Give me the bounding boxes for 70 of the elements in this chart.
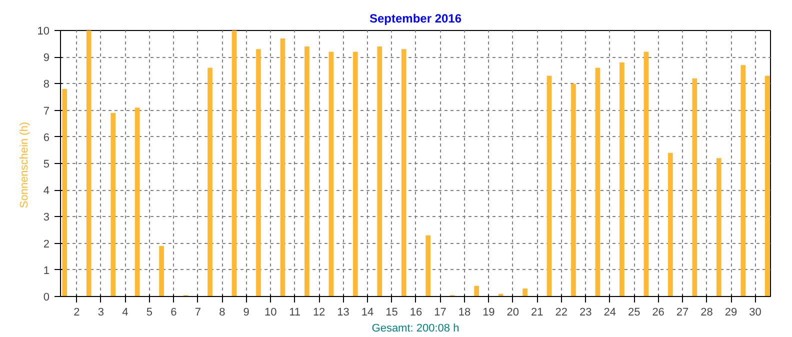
x-tick-label: 28 xyxy=(700,306,713,318)
bar xyxy=(571,84,576,296)
y-tick-label: 6 xyxy=(43,132,50,144)
x-tick-label: 30 xyxy=(749,306,762,318)
bar xyxy=(401,49,406,296)
x-tick-label: 5 xyxy=(146,306,152,318)
bar xyxy=(328,52,334,296)
bar xyxy=(62,89,68,296)
y-tick-label: 5 xyxy=(43,158,50,170)
y-tick-label: 2 xyxy=(43,238,50,250)
bar xyxy=(692,78,698,296)
x-tick-label: 27 xyxy=(676,306,689,318)
y-tick-label: 10 xyxy=(37,26,50,38)
y-axis-title: Sonnenschein (h) xyxy=(18,122,30,208)
x-tick-label: 14 xyxy=(361,306,374,318)
x-tick-label: 9 xyxy=(243,306,250,318)
x-tick-label: 22 xyxy=(555,306,568,318)
y-tick-label: 8 xyxy=(43,78,50,91)
bar xyxy=(522,288,528,296)
y-tick-label: 9 xyxy=(43,52,50,64)
x-tick-label: 23 xyxy=(579,306,592,318)
bar xyxy=(595,68,600,296)
x-tick-label: 19 xyxy=(482,306,495,318)
y-tick-label: 0 xyxy=(43,292,50,304)
bar xyxy=(426,235,431,296)
bar xyxy=(110,112,116,296)
x-tick-label: 6 xyxy=(170,306,177,318)
bar xyxy=(764,76,770,296)
x-tick-label: 10 xyxy=(264,306,277,318)
bar xyxy=(86,30,92,296)
x-tick-label: 25 xyxy=(628,306,640,318)
x-tick-label: 8 xyxy=(219,306,226,318)
bar xyxy=(644,52,649,296)
x-tick-label: 12 xyxy=(312,306,326,318)
x-tick-label: 18 xyxy=(458,306,471,318)
bar xyxy=(134,108,140,296)
x-tick-label: 15 xyxy=(386,306,398,318)
bar xyxy=(377,46,382,296)
x-tick-label: 21 xyxy=(531,306,544,318)
bar xyxy=(716,158,722,296)
x-tick-label: 24 xyxy=(604,306,616,318)
x-tick-label: 4 xyxy=(122,306,128,318)
bar xyxy=(256,49,261,296)
x-tick-label: 16 xyxy=(410,306,422,318)
y-tick-label: 1 xyxy=(43,264,50,277)
y-tick-label: 7 xyxy=(43,105,50,118)
x-tick-label: 2 xyxy=(74,306,80,318)
x-tick-label: 29 xyxy=(724,306,738,318)
bar xyxy=(232,30,237,296)
x-tick-label: 17 xyxy=(434,306,446,318)
bar xyxy=(546,76,552,296)
bar xyxy=(352,52,358,296)
x-tick-label: 26 xyxy=(652,306,664,318)
x-tick-label: 11 xyxy=(289,306,301,318)
x-tick-label: 3 xyxy=(98,306,104,318)
bar xyxy=(474,286,479,296)
bar xyxy=(668,152,673,296)
chart-title: September 2016 xyxy=(369,12,462,26)
bar xyxy=(740,65,746,296)
y-tick-label: 3 xyxy=(43,212,50,224)
bar xyxy=(280,38,286,296)
x-tick-label: 13 xyxy=(337,306,350,318)
bar xyxy=(208,68,212,296)
bar xyxy=(159,246,164,296)
y-tick-label: 4 xyxy=(43,185,50,198)
bar xyxy=(620,62,624,296)
x-axis-title: Gesamt: 200:08 h xyxy=(372,322,460,334)
x-tick-label: 7 xyxy=(194,306,201,318)
x-tick-label: 20 xyxy=(506,306,520,318)
bar xyxy=(304,46,310,296)
